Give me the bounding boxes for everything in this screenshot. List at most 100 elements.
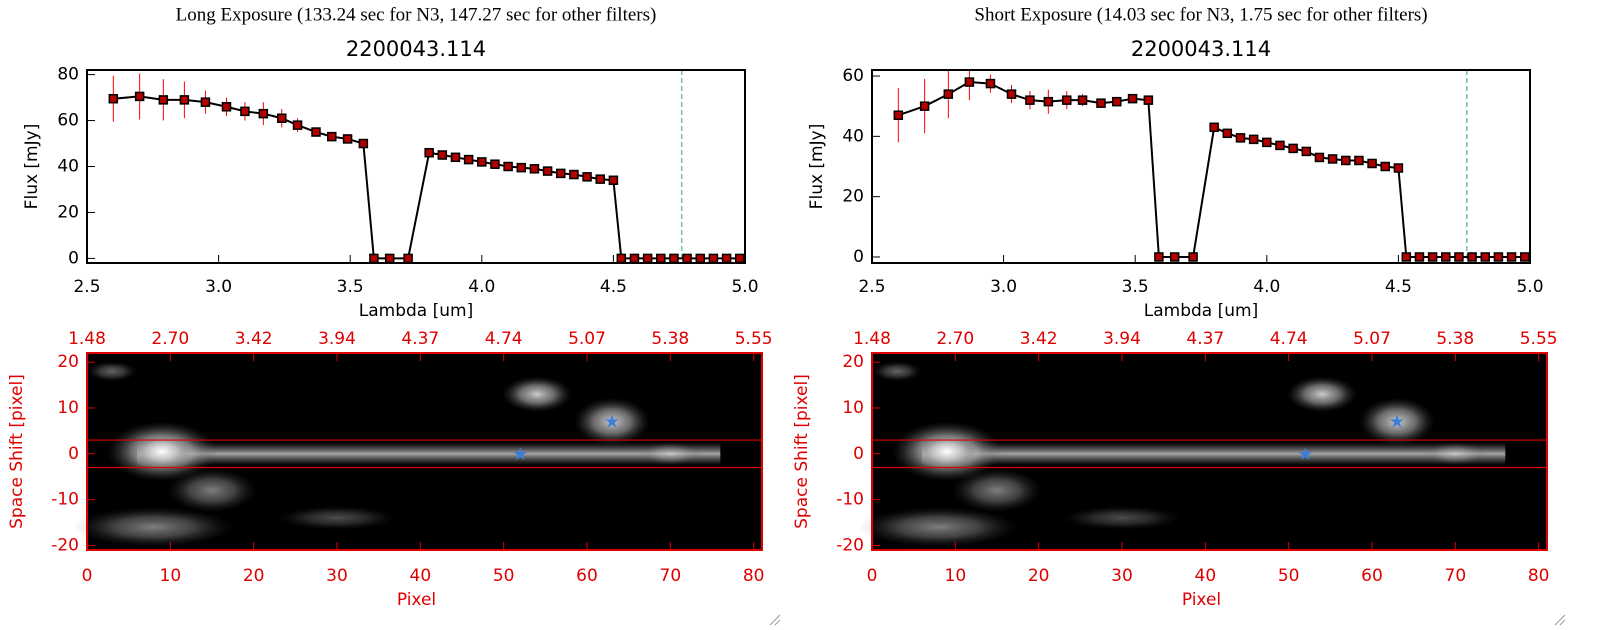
data-point [1493,252,1504,262]
data-point [595,174,605,184]
data-point [682,253,692,264]
data-point [342,134,353,144]
data-point [1062,95,1072,105]
data-point [629,253,640,264]
x-tick-label: 5.0 [731,277,758,297]
y-tick-label: 10 [57,398,79,418]
data-point [695,253,706,264]
top-tick-label: 1.48 [853,329,891,349]
data-point [1414,252,1425,262]
y-tick-label: 20 [842,352,864,372]
x-tick-label: 0 [82,566,93,586]
x-axis-label: Pixel [397,590,436,610]
data-point [893,110,904,120]
data-point [463,154,474,165]
x-tick-label: 80 [743,566,765,586]
x-tick-label: 0 [867,566,878,586]
data-point [240,106,250,117]
data-point [1519,252,1530,262]
data-point [721,253,732,264]
plot-frame [871,69,1531,264]
x-axis-label: Pixel [1182,590,1221,610]
y-tick-label: 0 [853,444,864,464]
image-streak [922,442,1506,466]
data-point [964,77,975,87]
data-point [134,91,145,102]
data-point [1380,161,1390,172]
x-tick-label: 40 [410,566,432,586]
source-marker: ★ [512,444,528,465]
data-point [1077,95,1088,105]
data-point [1314,152,1325,163]
image-blob [132,433,192,470]
image-blob [87,361,137,382]
top-tick-label: 2.70 [151,329,189,349]
plot-frame [871,352,1548,551]
x-tick-label: 5.0 [1516,277,1543,297]
x-tick-label: 20 [243,566,265,586]
top-tick-label: 5.38 [1436,329,1474,349]
data-point [1341,155,1351,166]
source-marker: ★ [1389,412,1405,433]
data-point [1275,140,1285,151]
data-point [1327,154,1338,164]
top-tick-label: 5.07 [1353,329,1391,349]
top-tick-label: 5.07 [568,329,606,349]
image-blob [952,468,1042,513]
data-point [450,152,461,163]
top-tick-label: 4.74 [485,329,523,349]
panel-heading: Short Exposure (14.03 sec for N3, 1.75 s… [974,4,1427,25]
data-point [1441,252,1451,262]
y-tick-label: 0 [68,248,79,268]
x-tick-label: 60 [1361,566,1383,586]
chart-title: 2200043.114 [346,37,486,61]
data-point [1248,134,1259,145]
image-blob [872,361,922,382]
top-tick-label: 3.42 [235,329,273,349]
data-point [258,108,269,119]
y-axis-label: Space Shift [pixel] [7,374,27,529]
data-point [1209,122,1219,133]
x-axis-label: Lambda [um] [1144,301,1258,321]
data-point [1112,96,1122,107]
data-point [424,147,434,158]
data-point [569,169,579,180]
data-point [1169,252,1180,262]
data-point [1143,95,1154,105]
image-blob [1359,397,1435,446]
data-point [642,253,653,264]
y-tick-label: 0 [853,247,864,267]
y-tick-label: 60 [57,111,79,131]
top-tick-label: 4.37 [1186,329,1224,349]
data-point [1354,155,1364,166]
x-tick-label: 50 [493,566,515,586]
x-tick-label: 2.5 [73,277,100,297]
data-point [656,253,666,264]
image-blob [73,507,234,548]
data-point [1506,252,1517,262]
data-point [490,159,500,169]
x-tick-label: 4.5 [1385,277,1412,297]
top-tick-label: 1.48 [68,329,106,349]
data-point [477,157,487,167]
x-tick-label: 3.5 [337,277,364,297]
top-tick-label: 4.37 [401,329,439,349]
plot-frame [86,352,763,551]
y-tick-label: -20 [836,535,864,555]
y-axis-label: Flux [mJy] [807,124,827,210]
y-tick-label: 0 [68,444,79,464]
data-point [369,253,379,264]
data-point [358,138,369,149]
data-point [1301,146,1312,157]
y-tick-label: 60 [842,66,864,86]
source-marker: ★ [1297,444,1313,465]
x-tick-label: 4.0 [468,277,495,297]
source-marker: ★ [604,412,620,433]
data-point [708,253,719,264]
data-point [277,113,287,123]
data-point [179,95,190,105]
x-tick-label: 20 [1028,566,1050,586]
data-point [669,253,679,264]
